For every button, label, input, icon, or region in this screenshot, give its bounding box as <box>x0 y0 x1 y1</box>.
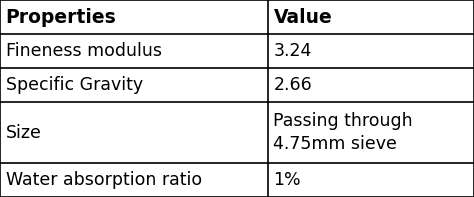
Text: Fineness modulus: Fineness modulus <box>6 42 162 60</box>
Text: Properties: Properties <box>6 7 117 27</box>
Text: Size: Size <box>6 124 42 142</box>
Text: Specific Gravity: Specific Gravity <box>6 76 143 94</box>
Text: Value: Value <box>273 7 332 27</box>
Text: Water absorption ratio: Water absorption ratio <box>6 171 202 189</box>
Text: 1%: 1% <box>273 171 301 189</box>
Text: 3.24: 3.24 <box>273 42 312 60</box>
Text: 2.66: 2.66 <box>273 76 312 94</box>
Text: Passing through
4.75mm sieve: Passing through 4.75mm sieve <box>273 112 413 153</box>
